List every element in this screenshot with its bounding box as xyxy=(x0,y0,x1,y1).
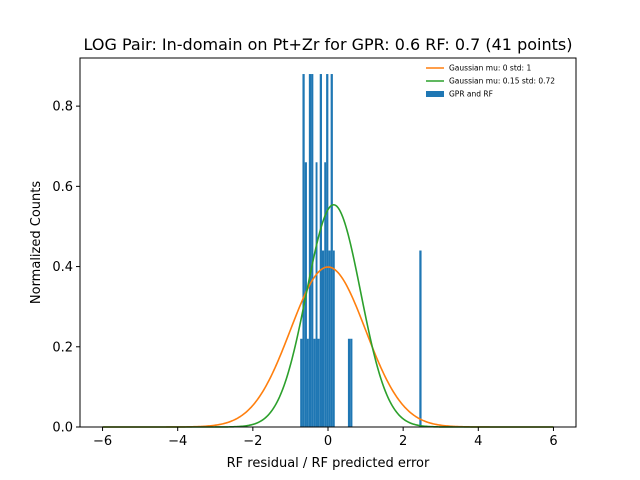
x-axis-label: RF residual / RF predicted error xyxy=(227,456,430,471)
legend: Gaussian mu: 0 std: 1 Gaussian mu: 0.15 s… xyxy=(426,64,555,99)
y-tick-label: 0.6 xyxy=(52,180,73,195)
histogram-bar xyxy=(350,338,353,427)
legend-swatch-patch xyxy=(426,91,444,97)
histogram-bar xyxy=(330,74,333,427)
x-tick-label: 2 xyxy=(399,434,407,449)
histogram-bar xyxy=(308,74,312,427)
x-tick-label: 6 xyxy=(549,434,557,449)
histogram-bar xyxy=(302,74,305,427)
x-tick-label: −6 xyxy=(93,434,112,449)
histogram-bar xyxy=(311,74,314,427)
histogram-bar xyxy=(328,250,331,427)
x-tick-label: 4 xyxy=(474,434,482,449)
y-tick-label: 0.0 xyxy=(52,421,73,436)
y-tick-label: 0.8 xyxy=(52,100,73,115)
x-axis: −6 −4 −2 0 2 4 6 xyxy=(93,427,558,449)
histogram-bar xyxy=(324,162,327,427)
histogram-bar xyxy=(306,338,309,427)
x-tick-label: 0 xyxy=(324,434,332,449)
y-axis-label: Normalized Counts xyxy=(29,181,44,304)
y-axis: 0.0 0.2 0.4 0.6 0.8 xyxy=(52,100,80,436)
histogram-bar xyxy=(321,250,325,427)
histogram-bar xyxy=(326,74,329,427)
histogram-bar xyxy=(419,250,422,427)
x-tick-label: −4 xyxy=(168,434,187,449)
legend-label: Gaussian mu: 0 std: 1 xyxy=(449,64,531,73)
legend-label: Gaussian mu: 0.15 std: 0.72 xyxy=(449,77,555,86)
histogram-bar xyxy=(300,338,303,427)
legend-label: GPR and RF xyxy=(449,90,493,99)
histogram-bar xyxy=(332,250,335,427)
y-tick-label: 0.4 xyxy=(52,260,73,275)
histogram-bar xyxy=(317,338,320,427)
histogram-bar xyxy=(315,162,318,427)
x-tick-label: −2 xyxy=(243,434,262,449)
chart-title: LOG Pair: In-domain on Pt+Zr for GPR: 0.… xyxy=(84,35,573,54)
histogram-bar xyxy=(313,338,316,427)
histogram-bar xyxy=(347,338,351,427)
histogram-bar xyxy=(319,74,322,427)
y-tick-label: 0.2 xyxy=(52,340,73,355)
